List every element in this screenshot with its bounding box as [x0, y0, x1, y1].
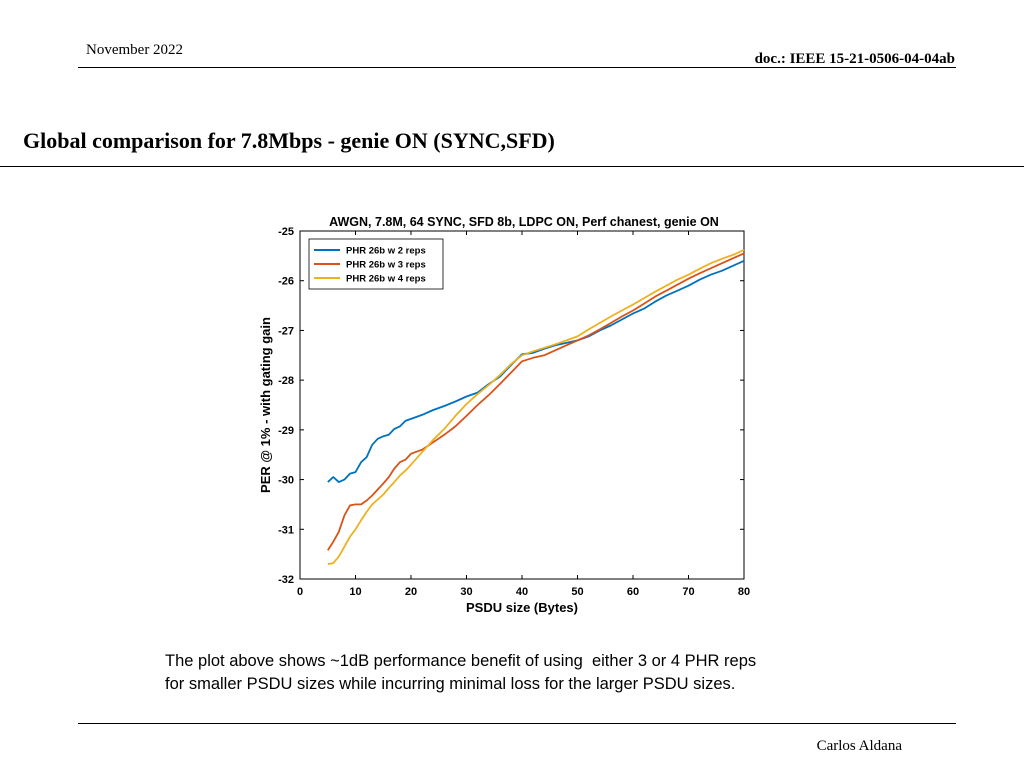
x-tick-label: 10 [349, 586, 361, 598]
y-tick-label: -29 [278, 425, 294, 437]
x-tick-label: 50 [571, 586, 583, 598]
line-chart: AWGN, 7.8M, 64 SYNC, SFD 8b, LDPC ON, Pe… [258, 215, 750, 615]
footer-divider [78, 723, 956, 724]
legend-label: PHR 26b w 2 reps [346, 246, 426, 257]
x-tick-label: 0 [297, 586, 303, 598]
title-divider [0, 166, 1024, 167]
header-date: November 2022 [86, 42, 184, 58]
header-doc-id: doc.: IEEE 15-21-0506-04-04ab [754, 51, 955, 67]
y-axis-label: PER @ 1% - with gating gain [258, 317, 273, 493]
y-tick-label: -27 [278, 325, 294, 337]
chart-title: AWGN, 7.8M, 64 SYNC, SFD 8b, LDPC ON, Pe… [329, 215, 719, 229]
caption-line-2: for smaller PSDU sizes while incurring m… [165, 675, 736, 693]
series-line-2 [327, 252, 745, 551]
x-tick-label: 60 [627, 586, 639, 598]
y-tick-label: -25 [278, 226, 294, 238]
caption: The plot above shows ~1dB performance be… [165, 650, 905, 696]
x-tick-label: 40 [516, 586, 528, 598]
x-tick-label: 30 [460, 586, 472, 598]
y-tick-label: -32 [278, 574, 294, 586]
y-tick-label: -28 [278, 375, 294, 387]
slide-title: Global comparison for 7.8Mbps - genie ON… [23, 128, 555, 153]
x-tick-label: 20 [405, 586, 417, 598]
x-tick-label: 70 [682, 586, 694, 598]
y-tick-label: -30 [278, 475, 294, 487]
x-axis-label: PSDU size (Bytes) [466, 600, 578, 615]
legend-label: PHR 26b w 3 reps [346, 260, 426, 271]
footer-author: Carlos Aldana [816, 738, 902, 754]
header-divider [78, 67, 956, 68]
chart-container: AWGN, 7.8M, 64 SYNC, SFD 8b, LDPC ON, Pe… [250, 206, 760, 621]
series-line-3 [327, 249, 745, 565]
caption-line-1: The plot above shows ~1dB performance be… [165, 652, 757, 670]
legend-label: PHR 26b w 4 reps [346, 274, 426, 285]
x-tick-label: 80 [738, 586, 750, 598]
y-tick-label: -26 [278, 276, 294, 288]
y-tick-label: -31 [278, 524, 294, 536]
